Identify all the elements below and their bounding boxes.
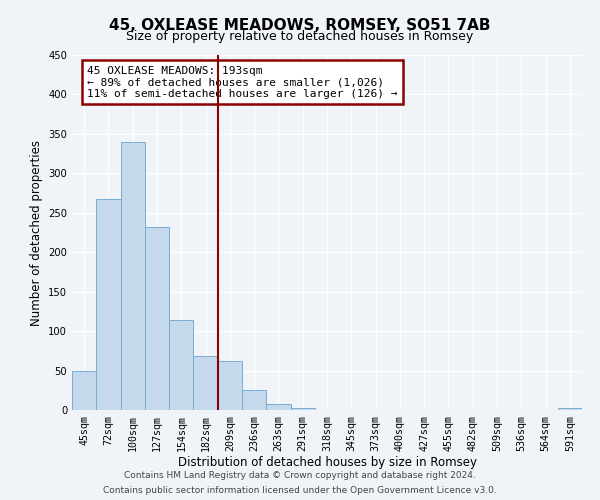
Text: 45, OXLEASE MEADOWS, ROMSEY, SO51 7AB: 45, OXLEASE MEADOWS, ROMSEY, SO51 7AB bbox=[109, 18, 491, 32]
Bar bbox=[169, 320, 193, 410]
Bar bbox=[121, 142, 145, 410]
Bar bbox=[242, 390, 266, 410]
Bar bbox=[290, 408, 315, 410]
Bar bbox=[558, 408, 582, 410]
Bar bbox=[96, 200, 121, 410]
Text: Size of property relative to detached houses in Romsey: Size of property relative to detached ho… bbox=[127, 30, 473, 43]
Y-axis label: Number of detached properties: Number of detached properties bbox=[29, 140, 43, 326]
X-axis label: Distribution of detached houses by size in Romsey: Distribution of detached houses by size … bbox=[178, 456, 476, 469]
Text: Contains public sector information licensed under the Open Government Licence v3: Contains public sector information licen… bbox=[103, 486, 497, 495]
Bar bbox=[193, 356, 218, 410]
Bar bbox=[266, 404, 290, 410]
Text: Contains HM Land Registry data © Crown copyright and database right 2024.: Contains HM Land Registry data © Crown c… bbox=[124, 471, 476, 480]
Bar bbox=[145, 227, 169, 410]
Bar bbox=[72, 370, 96, 410]
Text: 45 OXLEASE MEADOWS: 193sqm
← 89% of detached houses are smaller (1,026)
11% of s: 45 OXLEASE MEADOWS: 193sqm ← 89% of deta… bbox=[88, 66, 398, 99]
Bar bbox=[218, 361, 242, 410]
